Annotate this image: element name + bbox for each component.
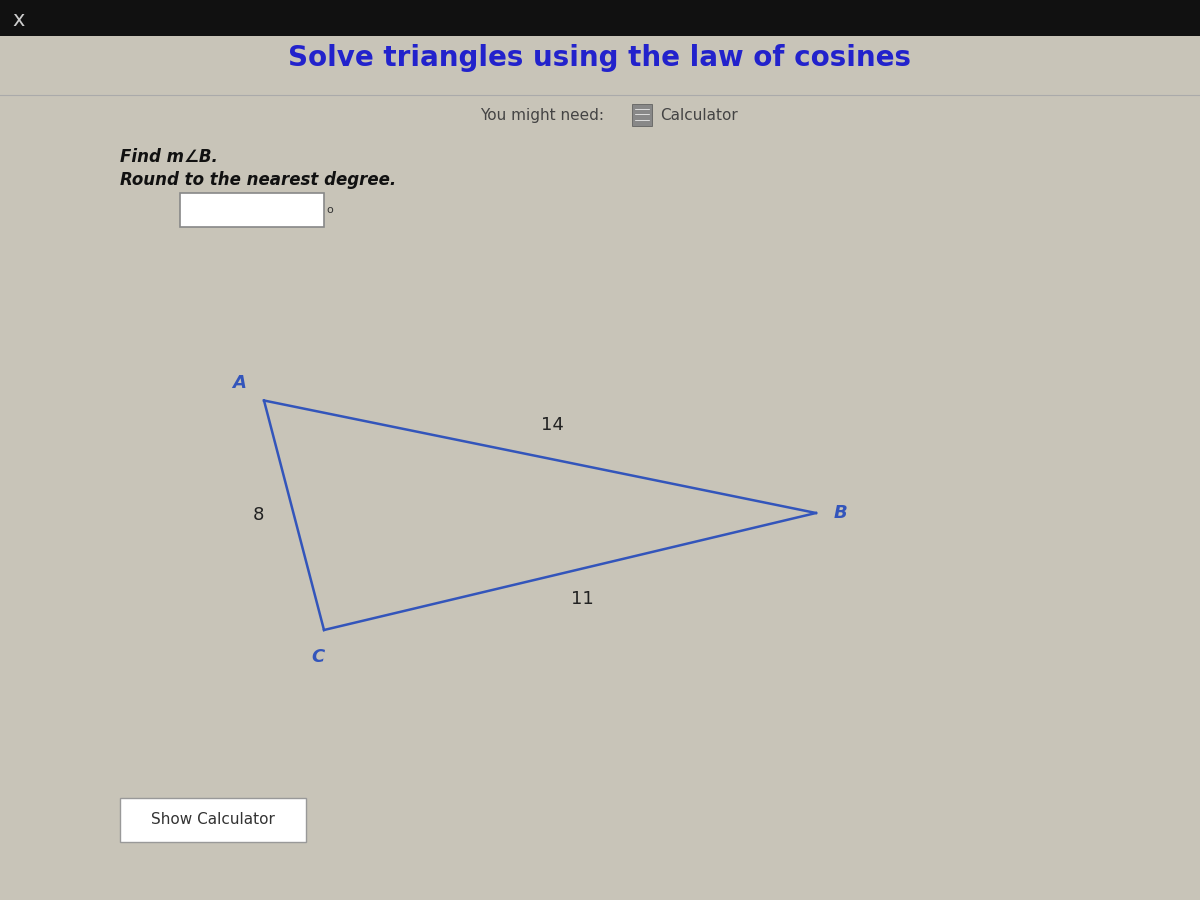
Text: Show Calculator: Show Calculator: [151, 813, 275, 827]
Text: C: C: [311, 648, 325, 666]
Text: 8: 8: [252, 506, 264, 524]
FancyBboxPatch shape: [632, 104, 652, 126]
Text: You might need:: You might need:: [480, 108, 604, 122]
Text: Solve triangles using the law of cosines: Solve triangles using the law of cosines: [288, 44, 912, 73]
FancyBboxPatch shape: [120, 798, 306, 842]
Text: x: x: [12, 10, 24, 30]
FancyBboxPatch shape: [0, 0, 1200, 36]
Text: Find m∠B.: Find m∠B.: [120, 148, 218, 166]
Text: 11: 11: [571, 590, 593, 608]
Text: Calculator: Calculator: [660, 108, 738, 122]
Text: A: A: [232, 374, 246, 392]
FancyBboxPatch shape: [180, 193, 324, 227]
Text: B: B: [834, 504, 847, 522]
Text: Round to the nearest degree.: Round to the nearest degree.: [120, 171, 396, 189]
Text: 14: 14: [540, 416, 564, 434]
Text: o: o: [326, 205, 334, 215]
